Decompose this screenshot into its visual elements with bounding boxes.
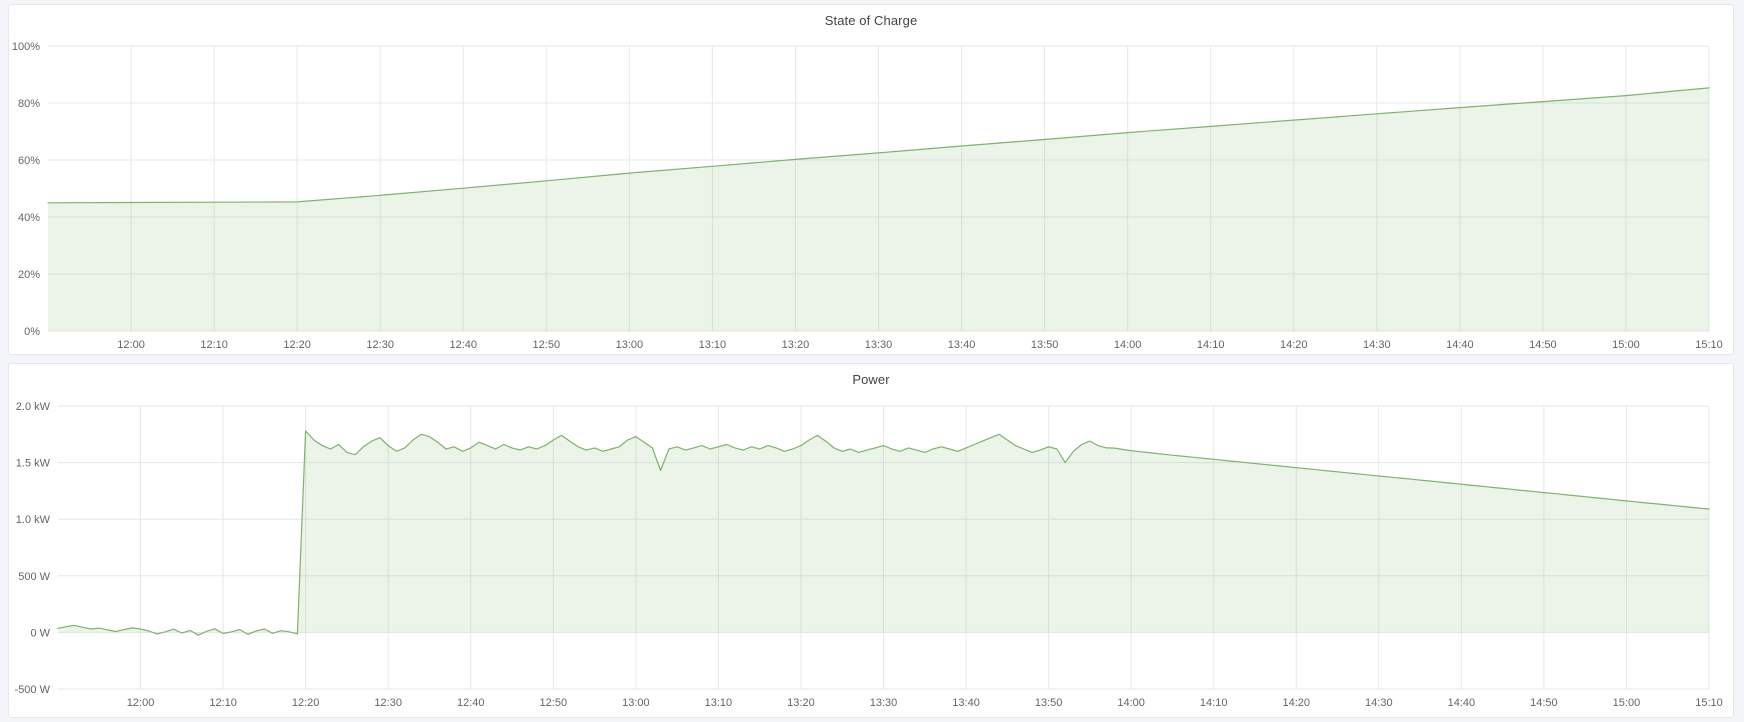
- panel-state-of-charge: State of Charge 0% 20% 40% 60% 80% 100% 12:00 1…: [8, 4, 1734, 355]
- x-tick-label: 12:40: [457, 697, 485, 709]
- x-tick-label: 12:20: [292, 697, 320, 709]
- power-series-fill: [58, 430, 1709, 636]
- x-tick-label: 13:50: [1035, 697, 1063, 709]
- x-tick-label: 14:40: [1448, 697, 1476, 709]
- x-tick-label: 14:30: [1365, 697, 1393, 709]
- state-of-charge-series-line: [47, 87, 1710, 204]
- x-tick-label: 12:50: [533, 339, 561, 351]
- x-tick-label: 13:10: [699, 339, 727, 351]
- x-tick-label: 12:30: [374, 697, 402, 709]
- x-tick-label: 14:30: [1363, 339, 1391, 351]
- x-tick-label: 13:00: [622, 697, 650, 709]
- y-tick-label: -500 W: [15, 684, 51, 696]
- x-tick-label: 13:30: [865, 339, 893, 351]
- y-tick-label: 0%: [24, 326, 40, 338]
- y-tick-label: 80%: [18, 98, 40, 110]
- x-tick-label: 14:10: [1200, 697, 1228, 709]
- x-tick-label: 13:00: [616, 339, 644, 351]
- x-tick-label: 12:00: [117, 339, 145, 351]
- y-tick-label: 1.5 kW: [16, 458, 51, 470]
- x-tick-label: 14:50: [1529, 339, 1557, 351]
- x-tick-label: 15:00: [1613, 697, 1641, 709]
- x-tick-label: 14:50: [1530, 697, 1558, 709]
- x-tick-label: 14:00: [1114, 339, 1142, 351]
- y-tick-label: 1.0 kW: [16, 514, 51, 526]
- x-tick-label: 12:10: [209, 697, 237, 709]
- panel-title-state-of-charge[interactable]: State of Charge: [824, 12, 918, 28]
- y-tick-label: 40%: [18, 212, 40, 224]
- x-tick-label: 12:50: [540, 697, 568, 709]
- x-tick-label: 15:10: [1695, 339, 1723, 351]
- y-tick-label: 60%: [18, 155, 40, 167]
- x-tick-label: 14:20: [1282, 697, 1310, 709]
- y-tick-label: 100%: [12, 41, 40, 53]
- x-tick-label: 14:00: [1117, 697, 1145, 709]
- x-tick-label: 12:10: [200, 339, 228, 351]
- y-tick-label: 20%: [18, 269, 40, 281]
- x-tick-label: 15:10: [1695, 697, 1723, 709]
- x-tick-label: 13:50: [1031, 339, 1059, 351]
- x-tick-label: 12:40: [449, 339, 477, 351]
- x-tick-label: 13:20: [782, 339, 810, 351]
- x-tick-label: 12:20: [283, 339, 311, 351]
- x-tick-label: 13:40: [948, 339, 976, 351]
- power-series-line: [57, 430, 1710, 636]
- x-tick-label: 12:00: [127, 697, 155, 709]
- y-tick-label: 500 W: [18, 571, 50, 583]
- state-of-charge-chart[interactable]: 0% 20% 40% 60% 80% 100% 12:00 12:10 12:20 12:30 12…: [9, 35, 1733, 356]
- panel-title-power[interactable]: Power: [852, 371, 890, 387]
- x-tick-label: 13:40: [952, 697, 980, 709]
- state-of-charge-series-fill: [48, 87, 1709, 332]
- y-tick-label: 2.0 kW: [16, 401, 51, 413]
- x-tick-label: 12:30: [366, 339, 394, 351]
- x-tick-label: 14:10: [1197, 339, 1225, 351]
- power-chart[interactable]: -500 W 0 W 500 W 1.0 kW 1.5 kW 2.0 kW 12:00 12:…: [9, 394, 1733, 719]
- panel-power: Power -500 W 0 W 500 W 1.0 kW 1.5 kW 2.0 kW 12…: [8, 363, 1734, 718]
- y-tick-label: 0 W: [30, 627, 50, 639]
- x-tick-label: 14:40: [1446, 339, 1474, 351]
- x-tick-label: 14:20: [1280, 339, 1308, 351]
- x-tick-label: 13:10: [705, 697, 733, 709]
- x-tick-label: 13:30: [870, 697, 898, 709]
- x-tick-label: 15:00: [1612, 339, 1640, 351]
- x-tick-label: 13:20: [787, 697, 815, 709]
